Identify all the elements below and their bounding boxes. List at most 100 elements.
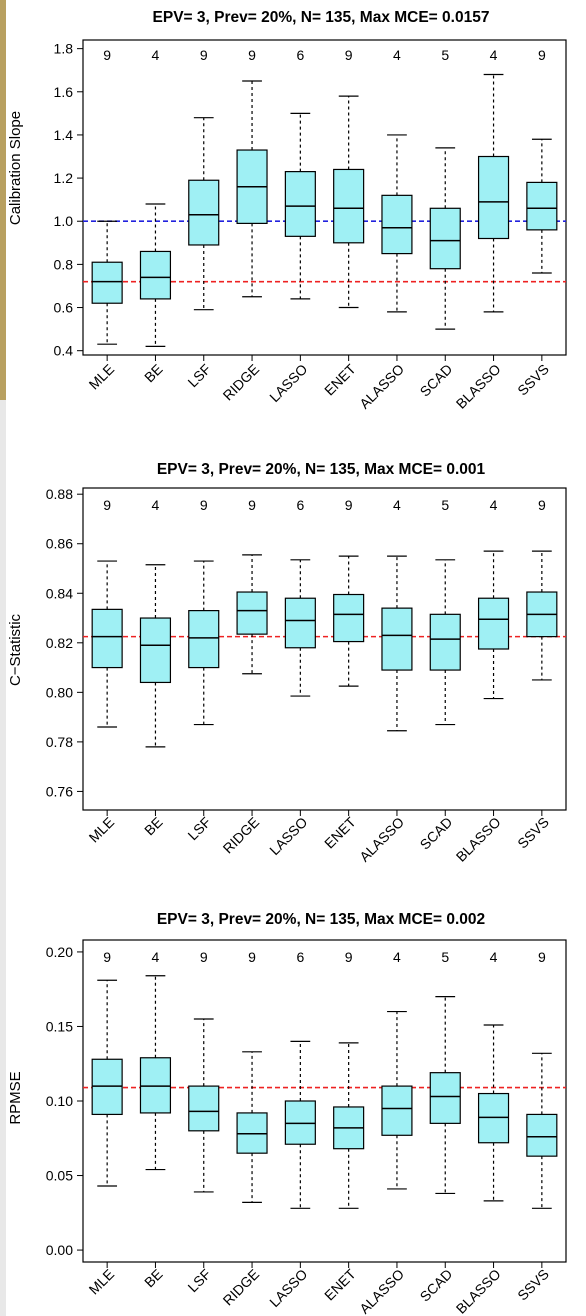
boxplot-be — [139, 203, 172, 347]
chart-title: EPV= 3, Prev= 20%, N= 135, Max MCE= 0.00… — [157, 911, 485, 928]
iqr-box — [188, 179, 220, 246]
iqr-box — [381, 1085, 413, 1136]
boxplot-mle — [91, 560, 123, 728]
boxplot-blasso — [477, 73, 510, 313]
count-label: 5 — [441, 47, 449, 63]
boxplot-ridge — [236, 80, 268, 298]
iqr-box — [477, 597, 510, 650]
category-label: RIDGE — [220, 361, 263, 404]
count-label: 9 — [538, 47, 546, 63]
category-label: SCAD — [417, 361, 456, 400]
boxplot-alasso — [381, 134, 413, 313]
y-tick-label: 0.82 — [46, 635, 73, 651]
rpmse-chart: EPV= 3, Prev= 20%, N= 135, Max MCE= 0.00… — [7, 911, 567, 1316]
category-label: LASSO — [266, 814, 310, 858]
y-axis-label: RPMSE — [7, 1071, 24, 1124]
iqr-box — [477, 155, 510, 240]
iqr-box — [333, 168, 365, 244]
category-label: LSF — [184, 1266, 213, 1295]
count-label: 6 — [296, 497, 304, 513]
plot-frame — [82, 487, 567, 811]
y-tick-label: 0.8 — [54, 256, 74, 272]
count-label: 9 — [200, 497, 208, 513]
y-tick-label: 0.76 — [46, 783, 73, 799]
category-label: LSF — [184, 361, 213, 390]
iqr-box — [526, 181, 558, 231]
count-label: 9 — [538, 497, 546, 513]
category-label: SSVS — [514, 814, 552, 852]
boxplot-scad — [429, 147, 461, 330]
y-tick-label: 0.05 — [46, 1168, 73, 1184]
y-tick-label: 1.2 — [54, 170, 74, 186]
category-label: RIDGE — [220, 814, 263, 857]
category-label: LASSO — [266, 1266, 310, 1310]
count-label: 4 — [152, 949, 160, 965]
count-label: 9 — [248, 497, 256, 513]
count-label: 9 — [248, 949, 256, 965]
y-tick-label: 0.86 — [46, 536, 73, 552]
count-label: 9 — [200, 47, 208, 63]
category-label: ALASSO — [356, 814, 407, 865]
y-tick-label: 1.4 — [54, 127, 74, 143]
left-edge-strip — [0, 0, 6, 1316]
iqr-box — [236, 591, 268, 635]
iqr-box — [188, 610, 220, 669]
y-tick-label: 0.4 — [54, 343, 74, 359]
count-label: 4 — [490, 949, 498, 965]
boxplot-alasso — [381, 555, 413, 732]
calibration-slope-chart: EPV= 3, Prev= 20%, N= 135, Max MCE= 0.01… — [7, 9, 567, 412]
boxplot-scad — [429, 559, 461, 726]
boxplot-blasso — [477, 550, 510, 700]
count-label: 4 — [393, 497, 401, 513]
count-label: 9 — [345, 497, 353, 513]
iqr-box — [381, 607, 413, 671]
category-label: SCAD — [417, 814, 456, 853]
iqr-box — [91, 608, 123, 669]
count-label: 9 — [103, 47, 111, 63]
y-tick-label: 0.00 — [46, 1242, 73, 1258]
count-label: 4 — [393, 949, 401, 965]
boxplot-alasso — [381, 1010, 413, 1190]
y-tick-label: 1.8 — [54, 41, 74, 57]
category-label: LSF — [184, 814, 213, 843]
boxplot-lsf — [188, 560, 220, 726]
count-label: 9 — [345, 949, 353, 965]
boxplot-be — [139, 564, 172, 748]
boxplot-mle — [91, 979, 123, 1187]
boxplot-lsf — [188, 117, 220, 311]
category-label: SSVS — [514, 1266, 552, 1304]
chart-title: EPV= 3, Prev= 20%, N= 135, Max MCE= 0.00… — [157, 461, 486, 478]
count-label: 6 — [296, 949, 304, 965]
boxplot-be — [139, 975, 172, 1171]
category-label: BLASSO — [453, 1266, 504, 1316]
count-label: 6 — [296, 47, 304, 63]
y-tick-label: 0.10 — [46, 1093, 73, 1109]
category-label: ENET — [321, 813, 359, 851]
y-tick-label: 0.84 — [46, 585, 73, 601]
iqr-box — [333, 593, 365, 643]
category-label: SCAD — [417, 1266, 456, 1305]
count-label: 9 — [103, 949, 111, 965]
category-label: BLASSO — [453, 361, 504, 412]
boxplot-scad — [429, 996, 461, 1195]
count-label: 9 — [538, 949, 546, 965]
count-label: 9 — [200, 949, 208, 965]
plot-frame — [82, 39, 567, 356]
y-axis-label: C−Statistic — [7, 613, 24, 686]
category-label: SSVS — [514, 361, 552, 399]
category-label: LASSO — [266, 361, 310, 405]
boxplot-lasso — [284, 559, 316, 697]
category-label: BE — [141, 1266, 166, 1291]
count-label: 5 — [441, 497, 449, 513]
count-label: 5 — [441, 949, 449, 965]
count-label: 9 — [345, 47, 353, 63]
y-tick-label: 0.15 — [46, 1018, 73, 1034]
boxplot-enet — [333, 1042, 365, 1209]
y-axis-label: Calibration Slope — [7, 111, 24, 225]
category-label: BLASSO — [453, 814, 504, 865]
category-label: ALASSO — [356, 1266, 407, 1316]
iqr-box — [188, 1085, 220, 1132]
category-label: ALASSO — [356, 361, 407, 412]
y-tick-label: 0.78 — [46, 734, 73, 750]
boxplot-mle — [91, 220, 123, 345]
